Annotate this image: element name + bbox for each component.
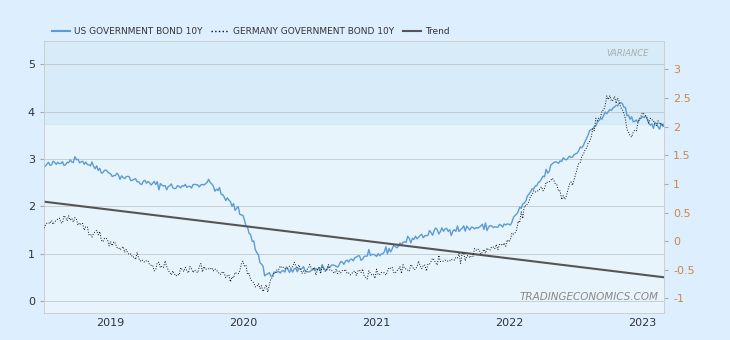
Text: VARIANCE: VARIANCE <box>607 49 649 58</box>
Text: TRADINGECONOMICS.COM: TRADINGECONOMICS.COM <box>519 292 658 302</box>
Legend: US GOVERNMENT BOND 10Y, GERMANY GOVERNMENT BOND 10Y, Trend: US GOVERNMENT BOND 10Y, GERMANY GOVERNME… <box>48 23 453 40</box>
Bar <box>44 41 664 123</box>
